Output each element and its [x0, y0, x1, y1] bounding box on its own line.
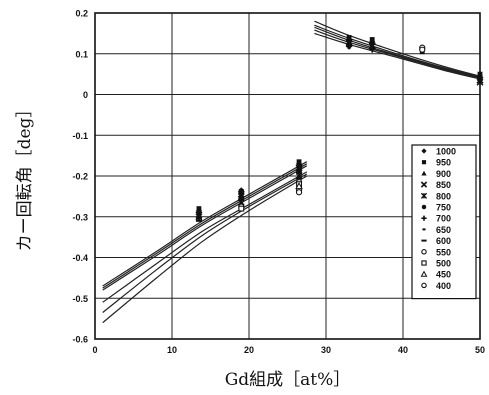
marker-circle-open [419, 46, 426, 53]
marker-triangle-open [295, 182, 303, 190]
marker-square-filled [196, 206, 202, 211]
series-450 [295, 182, 303, 190]
legend-label: 950 [436, 158, 451, 168]
legend-label: 550 [436, 247, 451, 257]
fit-curve-right [314, 26, 481, 78]
marker-circle-open [421, 249, 427, 255]
legend-label: 500 [436, 259, 451, 269]
legend-entry: 400 [421, 281, 451, 291]
marker-asterisk [420, 192, 428, 199]
series-650 [197, 46, 351, 220]
y-tick-label: -0.1 [72, 131, 88, 141]
x-tick-label: 0 [92, 345, 97, 355]
legend-entry: 1000 [421, 147, 456, 157]
legend-label: 450 [436, 270, 451, 280]
marker-x [420, 181, 428, 188]
y-tick-labels: 0.2 0.1 0 -0.1 -0.2 -0.3 -0.4 -0.5 -0.6 [72, 9, 88, 345]
fit-curve-left [102, 161, 308, 287]
x-tick-labels: 0 10 20 30 40 50 [92, 345, 485, 355]
legend-label: 700 [436, 214, 451, 224]
marker-triangle [421, 170, 427, 176]
marker-square-open [238, 205, 245, 212]
legend-label: 800 [436, 191, 451, 201]
fit-curve-right [314, 29, 481, 79]
legend-label: 1000 [436, 147, 456, 157]
legend-entry: 750 [421, 203, 451, 213]
legend-entry: 600 [421, 236, 451, 246]
fit-curve-right [314, 20, 481, 77]
legend-label: 750 [436, 203, 451, 213]
x-tick-label: 10 [167, 345, 177, 355]
fit-curves [102, 20, 481, 324]
marker-square-filled [421, 160, 427, 165]
marker-circle-open [295, 189, 303, 196]
marker-square-filled [346, 35, 352, 40]
marker-plus [369, 46, 376, 53]
x-axis-label: Gd組成［at%］ [225, 370, 351, 390]
series-400 [295, 46, 426, 196]
marker-triangle-open [420, 270, 428, 277]
x-tick-label: 50 [475, 345, 485, 355]
y-tick-label: -0.3 [72, 212, 88, 222]
y-tick-label: -0.2 [72, 172, 88, 182]
data-markers [195, 35, 484, 222]
x-tick-label: 40 [398, 345, 408, 355]
fit-curve-left [102, 165, 308, 291]
y-tick-label: -0.4 [72, 253, 88, 263]
legend-entry: 950 [421, 158, 451, 168]
marker-square-filled [296, 159, 302, 165]
legend-label: 650 [436, 225, 451, 235]
marker-circle-open [421, 282, 427, 289]
y-tick-label: 0.1 [75, 49, 88, 59]
x-tick-label: 20 [244, 345, 254, 355]
legend-entry: 650 [422, 225, 451, 235]
y-tick-label: 0 [83, 90, 88, 100]
legend-entry: 800 [420, 191, 451, 201]
marker-circle-filled [421, 204, 427, 210]
fit-curve-left [102, 173, 308, 313]
legend-entry: 700 [421, 214, 451, 224]
fit-curve-left [102, 171, 308, 303]
marker-x-stroke [420, 181, 428, 188]
y-tick-label: 0.2 [75, 9, 88, 19]
fit-curve-left [102, 163, 308, 289]
y-tick-label: -0.5 [72, 294, 88, 304]
fit-curve-right [314, 32, 481, 80]
fit-curve-left [102, 175, 308, 324]
legend-label: 900 [436, 169, 451, 179]
legend-label: 600 [436, 236, 451, 246]
plot-frame [94, 12, 481, 340]
y-axis-label: カー回転角［deg］ [15, 101, 35, 252]
legend-label: 400 [436, 281, 451, 291]
marker-diamond [421, 148, 427, 154]
legend-entry: 450 [420, 270, 451, 280]
legend-entry: 850 [420, 180, 451, 190]
marker-square-open [421, 260, 427, 266]
y-tick-label: -0.6 [72, 335, 88, 345]
marker-plus [421, 215, 427, 221]
legend-entry: 550 [421, 247, 451, 257]
fit-curve-right [314, 24, 481, 78]
x-tick-label: 30 [321, 345, 331, 355]
legend-label: 850 [436, 180, 451, 190]
legend-entry: 500 [421, 259, 451, 269]
legend-entry: 900 [421, 169, 451, 179]
